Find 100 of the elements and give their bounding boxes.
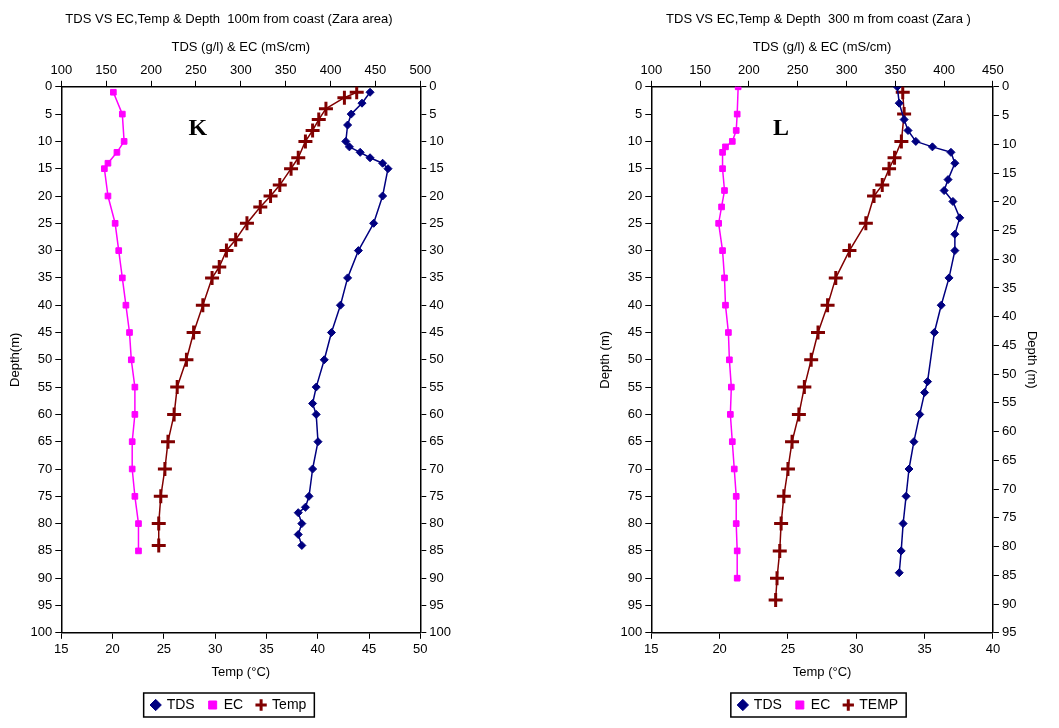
point (296, 132, 314, 150)
y-tick-label: 100 (30, 624, 53, 640)
y2-tick-label: 15 (429, 160, 444, 176)
legend-label: EC (223, 695, 244, 712)
x-tick-label: 40 (310, 641, 325, 657)
y2-tick-label: 45 (1001, 337, 1017, 353)
y-tick-label: 15 (37, 160, 53, 176)
point (159, 433, 177, 451)
y-tick-label: 75 (627, 487, 643, 503)
point (317, 100, 335, 118)
y2-tick-label: 50 (429, 351, 444, 367)
point (335, 89, 353, 107)
point (227, 231, 245, 249)
y-tick-label: 20 (37, 187, 53, 203)
y-tick-label: 45 (37, 324, 53, 340)
x2-tick-label: 150 (95, 61, 118, 77)
y-tick-label: 95 (37, 597, 53, 613)
y-tick-label: 35 (37, 269, 53, 285)
x-tick-label: 20 (712, 641, 727, 657)
point (892, 132, 910, 150)
point (156, 460, 174, 478)
legend-label: EC (810, 695, 831, 712)
x-tick-label: 30 (849, 641, 864, 657)
point (802, 351, 820, 369)
annotation: L (773, 114, 790, 140)
point (886, 149, 904, 167)
y-tick-label: 50 (37, 351, 53, 367)
y-tick-label: 60 (627, 405, 643, 421)
y2-tick-label: 60 (429, 405, 444, 421)
point (827, 269, 845, 287)
legend-label: TDS (753, 695, 782, 712)
point (348, 86, 366, 101)
y2-tick-label: 75 (1001, 509, 1017, 525)
x2-tick-label: 150 (689, 61, 711, 77)
x2-tick-label: 250 (786, 61, 809, 77)
y2-tick-label: 40 (429, 296, 444, 312)
y-tick-label: 80 (37, 515, 53, 531)
legend-label: Temp (272, 695, 307, 712)
y-tick-label: 85 (627, 542, 643, 558)
y2-tick-label: 55 (1001, 394, 1017, 410)
point (217, 242, 235, 260)
point (210, 258, 228, 276)
y2-tick-label: 20 (429, 187, 444, 203)
x2-tick-label: 300 (229, 61, 252, 77)
x-tick-label: 50 (413, 641, 428, 657)
point (271, 176, 289, 194)
x-tick-label: 20 (105, 641, 120, 657)
y2-tick-label: 55 (429, 378, 444, 394)
chart-title: TDS VS EC,Temp & Depth 300 m from coast (Zara ) (666, 11, 971, 27)
y-tick-label: 45 (627, 324, 643, 340)
y2-tick-label: 5 (429, 105, 437, 121)
y-tick-label: 0 (635, 78, 643, 94)
x-tick-label: 25 (780, 641, 796, 657)
point (262, 187, 280, 205)
y-tick-label: 10 (627, 132, 643, 148)
point (894, 86, 912, 101)
legend-label: TEMP (859, 695, 899, 712)
chart-title: TDS VS EC,Temp & Depth 100m from coast (Zara area) (65, 11, 393, 27)
point (775, 487, 793, 505)
y2-tick-label: 35 (429, 269, 444, 285)
x2-axis-title: TDS (g/l) & EC (mS/cm) (171, 38, 311, 54)
y2-tick-label: 70 (1001, 480, 1017, 496)
y2-tick-label: 100 (429, 624, 452, 640)
x2-tick-label: 450 (982, 61, 1004, 77)
y2-tick-label: 95 (1001, 624, 1017, 640)
y-tick-label: 70 (37, 460, 53, 476)
y2-tick-label: 10 (429, 132, 444, 148)
y2-tick-label: 25 (429, 214, 444, 230)
y-tick-label: 5 (45, 105, 53, 121)
x2-tick-label: 250 (185, 61, 207, 77)
point (289, 149, 307, 167)
y-tick-label: 60 (37, 405, 53, 421)
y2-tick-label: 80 (1001, 538, 1017, 554)
y2-tick-label: 85 (429, 542, 444, 558)
annotation: K (188, 114, 208, 140)
x-tick-label: 40 (985, 641, 1001, 657)
y-tick-label: 90 (37, 569, 53, 585)
point (768, 569, 786, 587)
y-tick-label: 25 (627, 214, 643, 230)
y2-tick-label: 45 (429, 324, 444, 340)
y2-tick-label: 65 (1001, 451, 1017, 467)
x2-tick-label: 300 (835, 61, 858, 77)
y2-tick-label: 5 (1001, 107, 1010, 123)
point (873, 176, 891, 194)
y-tick-label: 30 (627, 242, 643, 258)
point (251, 198, 269, 216)
y-tick-label: 20 (627, 187, 643, 203)
y2-tick-label: 0 (429, 78, 437, 94)
point (772, 515, 790, 533)
y2-tick-label: 65 (429, 433, 444, 449)
y-tick-label: 30 (37, 242, 53, 258)
point (767, 591, 785, 609)
point (779, 460, 797, 478)
point (880, 160, 898, 178)
x2-tick-label: 450 (364, 61, 387, 77)
y-tick-label: 0 (45, 78, 53, 94)
y2-tick-label: 15 (1001, 164, 1017, 180)
y-tick-label: 70 (627, 460, 643, 476)
y-tick-label: 25 (37, 214, 53, 230)
point (857, 214, 875, 232)
